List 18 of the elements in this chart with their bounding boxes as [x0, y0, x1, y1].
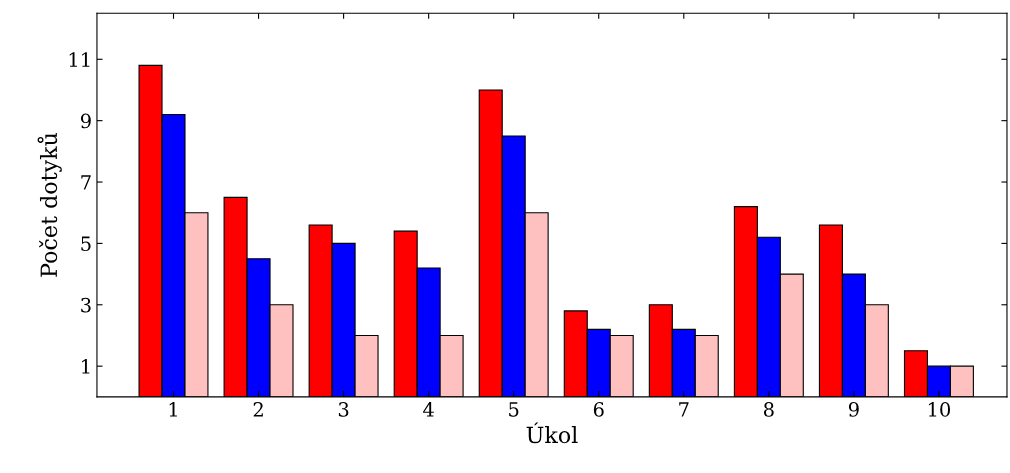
y-tick-label: 11	[69, 52, 90, 67]
x-tick-label: 5	[509, 402, 519, 417]
x-tick-label: 10	[928, 402, 951, 417]
y-tick-label: 7	[81, 175, 91, 190]
x-axis-title: Úkol	[526, 422, 578, 444]
y-tick-label: 1	[82, 359, 90, 374]
y-tick-label: 9	[80, 113, 91, 129]
x-tick-label: 3	[338, 402, 349, 417]
x-tick-label: 9	[848, 402, 859, 417]
x-tick-label: 2	[253, 402, 263, 417]
x-tick-label: 7	[679, 402, 689, 417]
x-tick-label: 6	[593, 402, 604, 417]
y-tick-label: 5	[81, 236, 91, 252]
y-axis-title: Počet dotyků	[37, 132, 62, 277]
y-tick-label: 3	[81, 297, 91, 313]
x-tick-label: 1	[169, 402, 177, 417]
x-tick-label: 8	[763, 402, 774, 417]
x-tick-label: 4	[423, 402, 434, 417]
